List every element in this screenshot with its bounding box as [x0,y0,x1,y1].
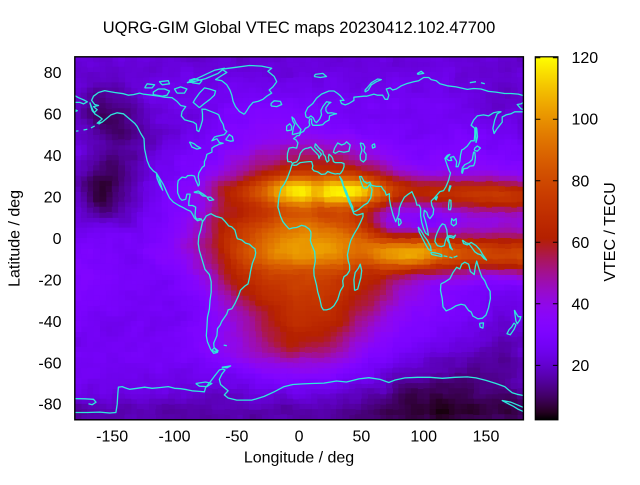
svg-text:100: 100 [572,112,599,129]
svg-text:120: 120 [572,50,599,67]
svg-text:-20: -20 [38,272,61,289]
svg-text:UQRG-GIM Global VTEC maps 2023: UQRG-GIM Global VTEC maps 20230412.102.4… [103,19,496,37]
svg-text:50: 50 [353,429,371,446]
svg-text:150: 150 [473,429,500,446]
svg-text:100: 100 [410,429,437,446]
svg-text:-150: -150 [96,429,128,446]
svg-text:0: 0 [53,231,62,248]
svg-text:Latitude / deg: Latitude / deg [7,190,24,287]
svg-text:20: 20 [572,358,590,375]
svg-text:40: 40 [572,296,590,313]
svg-text:Longitude / deg: Longitude / deg [244,450,354,467]
svg-text:80: 80 [44,65,62,82]
svg-text:40: 40 [44,148,62,165]
svg-text:-40: -40 [38,314,61,331]
svg-text:60: 60 [572,235,590,252]
svg-text:-80: -80 [38,397,61,414]
svg-text:-50: -50 [225,429,248,446]
svg-text:60: 60 [44,106,62,123]
svg-text:-100: -100 [158,429,190,446]
svg-text:0: 0 [295,429,304,446]
svg-text:80: 80 [572,173,590,190]
svg-text:20: 20 [44,189,62,206]
svg-text:VTEC / TECU: VTEC / TECU [602,182,619,281]
svg-text:-60: -60 [38,355,61,372]
